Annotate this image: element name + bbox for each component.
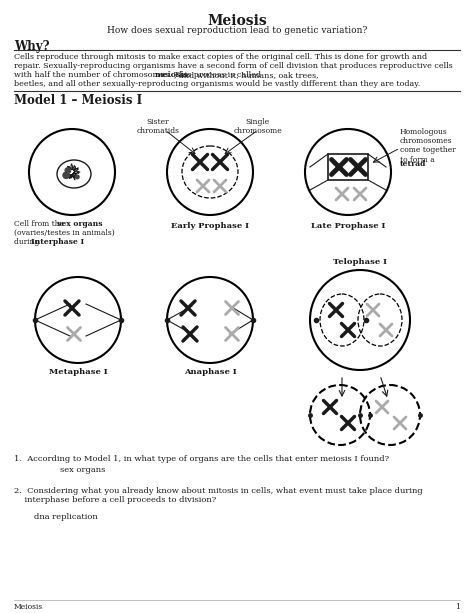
Text: Meiosis: Meiosis xyxy=(207,14,267,28)
Text: Anaphase I: Anaphase I xyxy=(184,368,237,376)
Text: Homologous
chromosomes
come together
to form a: Homologous chromosomes come together to … xyxy=(400,128,456,164)
Text: Cells reproduce through mitosis to make exact copies of the original cell. This : Cells reproduce through mitosis to make … xyxy=(14,53,427,61)
Text: tetrad: tetrad xyxy=(400,160,427,168)
Text: 1: 1 xyxy=(455,603,460,611)
Circle shape xyxy=(64,167,71,173)
Text: Early Prophase I: Early Prophase I xyxy=(171,222,249,230)
Circle shape xyxy=(75,175,80,180)
Bar xyxy=(328,154,368,180)
Text: during: during xyxy=(14,238,42,246)
Circle shape xyxy=(62,172,70,179)
Text: Cell from the: Cell from the xyxy=(14,220,66,228)
Text: Meiosis: Meiosis xyxy=(14,603,43,611)
Text: sex organs: sex organs xyxy=(60,466,105,474)
Text: beetles, and all other sexually-reproducing organisms would be vastly different : beetles, and all other sexually-reproduc… xyxy=(14,80,420,88)
Text: (ovaries/testes in animals): (ovaries/testes in animals) xyxy=(14,229,115,237)
Text: Model 1 – Meiosis I: Model 1 – Meiosis I xyxy=(14,94,142,107)
Text: Sister
chromatids: Sister chromatids xyxy=(137,118,180,135)
Text: with half the number of chromosomes. This process is called: with half the number of chromosomes. Thi… xyxy=(14,71,264,79)
Text: Why?: Why? xyxy=(14,40,49,53)
Text: Metaphase I: Metaphase I xyxy=(49,368,107,376)
Text: repair. Sexually-reproducing organisms have a second form of cell division that : repair. Sexually-reproducing organisms h… xyxy=(14,62,453,70)
Text: sex organs: sex organs xyxy=(57,220,103,228)
Text: , and without it, humans, oak trees,: , and without it, humans, oak trees, xyxy=(174,71,319,79)
Text: Telophase I: Telophase I xyxy=(333,258,387,266)
Text: Single
chromosome: Single chromosome xyxy=(234,118,283,135)
Text: interphase before a cell proceeds to division?: interphase before a cell proceeds to div… xyxy=(14,496,216,504)
Text: dna replication: dna replication xyxy=(34,513,98,521)
Text: 1.  According to Model 1, in what type of organs are the cells that enter meiosi: 1. According to Model 1, in what type of… xyxy=(14,455,389,463)
Text: Interphase I: Interphase I xyxy=(31,238,84,246)
Text: 2.  Considering what you already know about mitosis in cells, what event must ta: 2. Considering what you already know abo… xyxy=(14,487,423,495)
Text: meiosis: meiosis xyxy=(155,71,189,79)
Text: Late Prophase I: Late Prophase I xyxy=(311,222,385,230)
Text: How does sexual reproduction lead to genetic variation?: How does sexual reproduction lead to gen… xyxy=(107,26,367,35)
